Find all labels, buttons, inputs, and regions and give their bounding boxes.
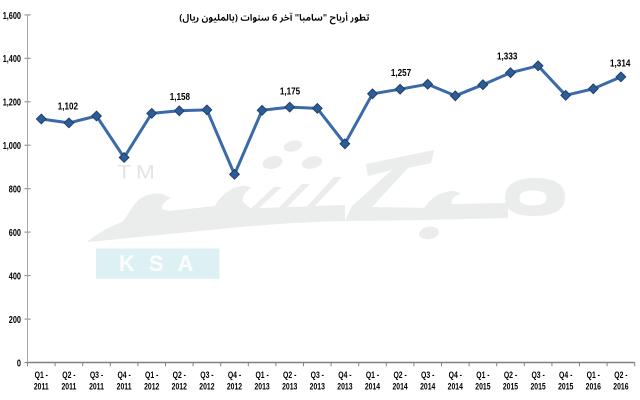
svg-text:2015: 2015 [503, 382, 519, 392]
svg-text:2014: 2014 [448, 382, 464, 392]
svg-text:Q2 -: Q2 - [393, 370, 407, 380]
svg-text:2012: 2012 [172, 382, 188, 392]
svg-text:Q3 -: Q3 - [531, 370, 545, 380]
svg-text:1,158: 1,158 [170, 91, 190, 102]
svg-text:200: 200 [9, 314, 21, 326]
svg-text:Q2 -: Q2 - [173, 370, 187, 380]
svg-text:1,400: 1,400 [3, 53, 21, 65]
svg-text:2011: 2011 [34, 382, 49, 392]
svg-text:Q3 -: Q3 - [311, 370, 325, 380]
svg-text:2012: 2012 [199, 382, 215, 392]
svg-text:TM: TM [117, 162, 160, 183]
svg-text:Q2 -: Q2 - [504, 370, 518, 380]
svg-text:Q3 -: Q3 - [200, 370, 214, 380]
svg-text:2014: 2014 [420, 382, 436, 392]
svg-text:1,102: 1,102 [58, 101, 78, 112]
svg-text:2012: 2012 [227, 382, 243, 392]
svg-text:Q2 -: Q2 - [614, 370, 628, 380]
svg-text:2013: 2013 [254, 382, 270, 392]
svg-text:1,314: 1,314 [610, 58, 631, 69]
svg-text:400: 400 [9, 270, 21, 282]
svg-text:1,257: 1,257 [391, 67, 411, 78]
svg-text:Q2 -: Q2 - [62, 370, 76, 380]
svg-text:2012: 2012 [144, 382, 160, 392]
svg-text:Q1 -: Q1 - [587, 370, 601, 380]
svg-text:Q1 -: Q1 - [255, 370, 269, 380]
svg-text:2011: 2011 [89, 382, 104, 392]
svg-text:2014: 2014 [365, 382, 381, 392]
svg-text:1,000: 1,000 [3, 140, 21, 152]
svg-text:1,200: 1,200 [3, 96, 21, 108]
svg-text:Q3 -: Q3 - [90, 370, 104, 380]
svg-text:Q4 -: Q4 - [117, 370, 131, 380]
svg-text:2015: 2015 [530, 382, 546, 392]
svg-text:1,175: 1,175 [280, 85, 300, 96]
svg-text:2013: 2013 [282, 382, 298, 392]
svg-text:2011: 2011 [117, 382, 132, 392]
svg-text:Q4 -: Q4 - [228, 370, 242, 380]
svg-text:Q1 -: Q1 - [35, 370, 49, 380]
svg-text:1,600: 1,600 [3, 10, 21, 22]
svg-text:Q4 -: Q4 - [559, 370, 573, 380]
svg-text:Q2 -: Q2 - [283, 370, 297, 380]
svg-text:2015: 2015 [475, 382, 491, 392]
svg-text:800: 800 [9, 183, 21, 195]
svg-text:2014: 2014 [392, 382, 408, 392]
svg-text:2013: 2013 [310, 382, 326, 392]
svg-text:Q3 -: Q3 - [421, 370, 435, 380]
svg-text:2016: 2016 [613, 382, 629, 392]
svg-text:KSA: KSA [119, 251, 207, 276]
svg-text:2015: 2015 [558, 382, 574, 392]
svg-text:Q4 -: Q4 - [449, 370, 463, 380]
svg-text:Q1 -: Q1 - [476, 370, 490, 380]
svg-text:2011: 2011 [61, 382, 76, 392]
svg-text:1,333: 1,333 [497, 51, 517, 62]
svg-text:2013: 2013 [337, 382, 353, 392]
svg-text:Q1 -: Q1 - [366, 370, 380, 380]
svg-text:600: 600 [9, 227, 21, 239]
svg-text:Q1 -: Q1 - [145, 370, 159, 380]
svg-text:Q4 -: Q4 - [338, 370, 352, 380]
svg-text:2016: 2016 [586, 382, 602, 392]
svg-text:0: 0 [17, 357, 21, 369]
